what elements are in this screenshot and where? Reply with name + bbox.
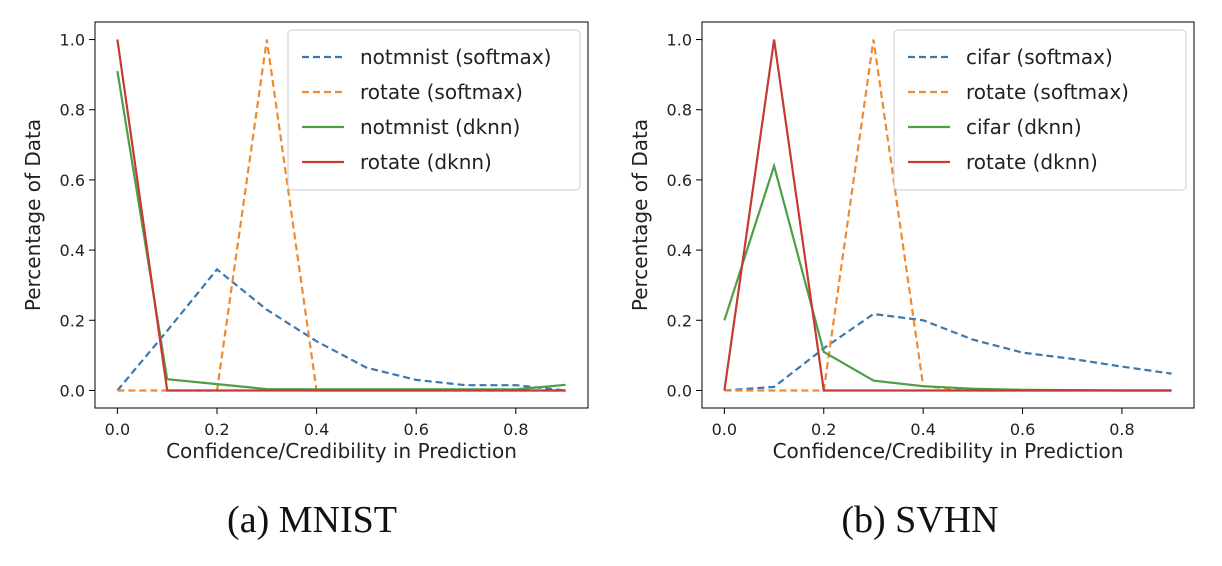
series-line-svhn-0 [724, 312, 1172, 392]
x-tick-label-mnist-0: 0.0 [105, 420, 130, 439]
x-tick-label-mnist-3: 0.6 [403, 420, 428, 439]
chart-panel-svhn: 0.0 0.2 0.4 0.6 0.8 0.0 0.2 0.4 0.6 0.8 1.0 Confide… [628, 21, 1195, 463]
legend-label-svhn-1: rotate (softmax) [966, 80, 1129, 104]
x-tick-label-svhn-3: 0.6 [1010, 420, 1035, 439]
legend-box-mnist [287, 29, 581, 191]
y-tick-label-mnist-5: 1.0 [60, 31, 85, 50]
legend-label-svhn-0: cifar (softmax) [966, 45, 1113, 69]
x-tick-label-mnist-1: 0.2 [204, 420, 229, 439]
y-tick-label-svhn-3: 0.6 [667, 171, 692, 190]
legend-label-svhn-3: rotate (dknn) [966, 150, 1098, 174]
series-line-svhn-2 [723, 162, 1172, 392]
legend-svhn: cifar (softmax) rotate (softmax) cifar (dk… [893, 29, 1187, 191]
y-tick-label-mnist-1: 0.2 [60, 311, 85, 330]
y-tick-label-mnist-4: 0.8 [60, 101, 85, 120]
y-tick-label-mnist-3: 0.6 [60, 171, 85, 190]
legend-label-mnist-0: notmnist (softmax) [360, 45, 551, 69]
y-tick-label-mnist-2: 0.4 [60, 241, 85, 260]
x-tick-label-mnist-2: 0.4 [304, 420, 329, 439]
legend-label-mnist-2: notmnist (dknn) [360, 115, 520, 139]
series-line-mnist-3 [116, 39, 566, 392]
x-tick-label-svhn-2: 0.4 [910, 420, 935, 439]
caption-svhn: (b) SVHN [841, 499, 998, 541]
y-tick-label-mnist-0: 0.0 [60, 381, 85, 400]
legend-label-mnist-1: rotate (softmax) [360, 80, 523, 104]
legend-label-mnist-3: rotate (dknn) [360, 150, 492, 174]
plot-frame-svhn [701, 21, 1195, 409]
caption-mnist: (a) MNIST [227, 499, 397, 541]
chart-panel-mnist: 0.0 0.2 0.4 0.6 0.8 0.0 0.2 0.4 0.6 0.8 1.0 Confide… [21, 21, 589, 463]
x-tick-label-svhn-0: 0.0 [712, 420, 737, 439]
y-tick-label-svhn-1: 0.2 [667, 311, 692, 330]
legend-mnist: notmnist (softmax) rotate (softmax) notmni… [287, 29, 581, 191]
x-tick-label-svhn-1: 0.2 [811, 420, 836, 439]
x-axis-label-svhn: Confidence/Credibility in Prediction [773, 439, 1124, 463]
series-line-mnist-0 [116, 267, 566, 392]
legend-box-svhn [893, 29, 1187, 191]
y-axis-label-mnist: Percentage of Data [21, 119, 45, 311]
series-line-svhn-3 [723, 39, 1172, 392]
x-tick-label-mnist-4: 0.8 [503, 420, 528, 439]
legend-label-svhn-2: cifar (dknn) [966, 115, 1082, 139]
plot-frame-mnist [94, 21, 589, 409]
y-axis-label-svhn: Percentage of Data [628, 119, 652, 311]
y-tick-label-svhn-4: 0.8 [667, 101, 692, 120]
y-tick-label-svhn-5: 1.0 [667, 31, 692, 50]
x-axis-label-mnist: Confidence/Credibility in Prediction [166, 439, 517, 463]
y-tick-label-svhn-0: 0.0 [667, 381, 692, 400]
x-tick-label-svhn-4: 0.8 [1109, 420, 1134, 439]
y-tick-label-svhn-2: 0.4 [667, 241, 692, 260]
